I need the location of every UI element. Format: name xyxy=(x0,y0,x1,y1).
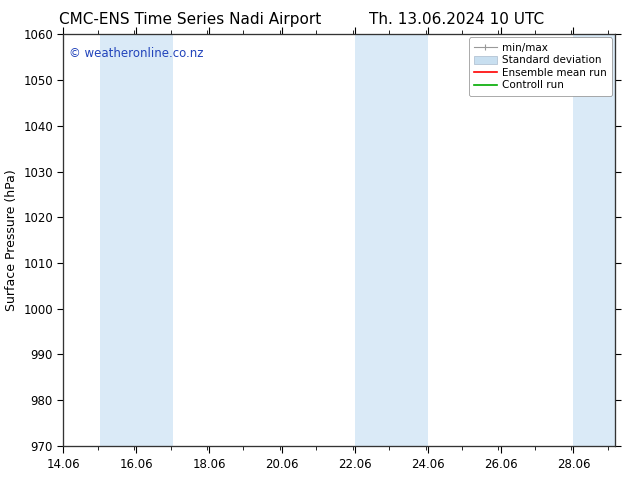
Y-axis label: Surface Pressure (hPa): Surface Pressure (hPa) xyxy=(4,169,18,311)
Text: © weatheronline.co.nz: © weatheronline.co.nz xyxy=(69,47,204,60)
Legend: min/max, Standard deviation, Ensemble mean run, Controll run: min/max, Standard deviation, Ensemble me… xyxy=(469,37,612,96)
Bar xyxy=(573,34,626,446)
Bar xyxy=(100,34,172,446)
Bar xyxy=(355,34,428,446)
Text: Th. 13.06.2024 10 UTC: Th. 13.06.2024 10 UTC xyxy=(369,12,544,27)
Text: CMC-ENS Time Series Nadi Airport: CMC-ENS Time Series Nadi Airport xyxy=(59,12,321,27)
